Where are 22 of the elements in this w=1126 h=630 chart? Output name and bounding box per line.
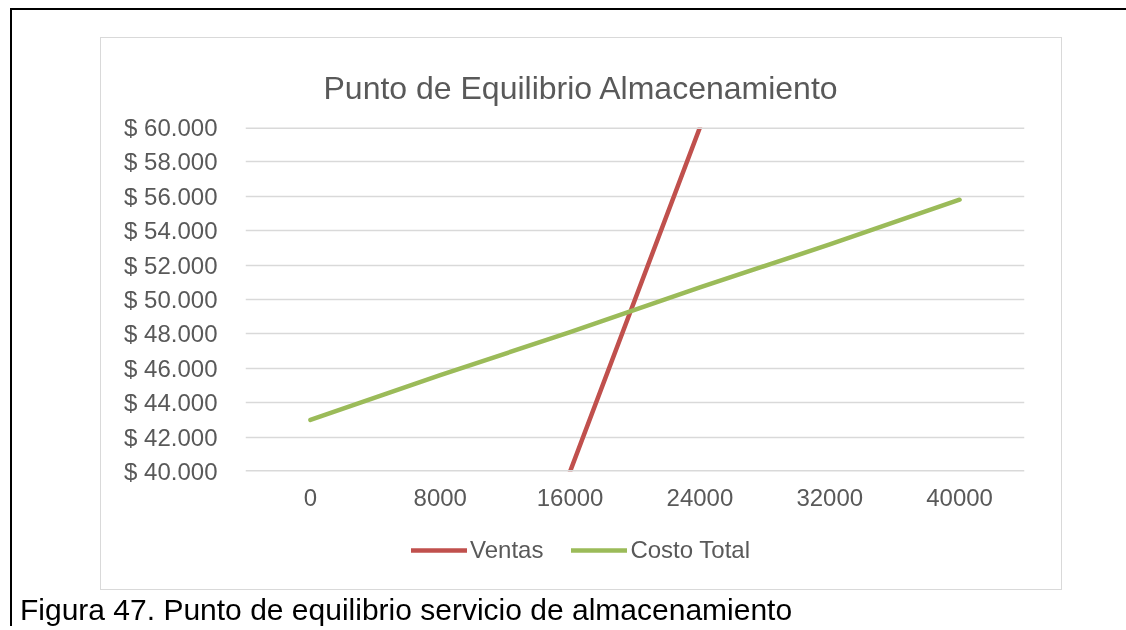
y-tick-label: $ 52.000: [124, 251, 218, 279]
x-tick-label: 8000: [413, 483, 467, 511]
x-tick-label: 40000: [926, 483, 993, 511]
x-tick-label: 16000: [536, 483, 604, 511]
text: Figura 47. Punto de equilibrio servicio de almacenamiento: [20, 593, 793, 626]
y-tick-label: $ 40.000: [124, 458, 218, 485]
x-tick-label: 32000: [796, 483, 864, 511]
y-tick-label: $ 42.000: [124, 423, 218, 451]
y-tick-label: $ 44.000: [124, 389, 218, 417]
y-tick-label: $ 56.000: [124, 182, 218, 210]
y-tick-label: $ 58.000: [124, 148, 218, 176]
chart-title: Punto de Equilibrio Almacenamiento: [323, 69, 838, 106]
y-tick-label: $ 54.000: [124, 217, 218, 245]
y-tick-label: $ 48.000: [124, 320, 218, 348]
y-tick-label: $ 50.000: [124, 286, 218, 313]
legend-label: Costo Total: [630, 536, 751, 564]
x-tick-label: 0: [303, 483, 318, 511]
y-tick-label: $ 46.000: [124, 354, 218, 382]
line-series: [308, 197, 962, 423]
x-tick-label: 24000: [666, 483, 734, 511]
y-tick-label: $ 60.000: [124, 114, 218, 141]
legend-label: Ventas: [470, 536, 544, 564]
